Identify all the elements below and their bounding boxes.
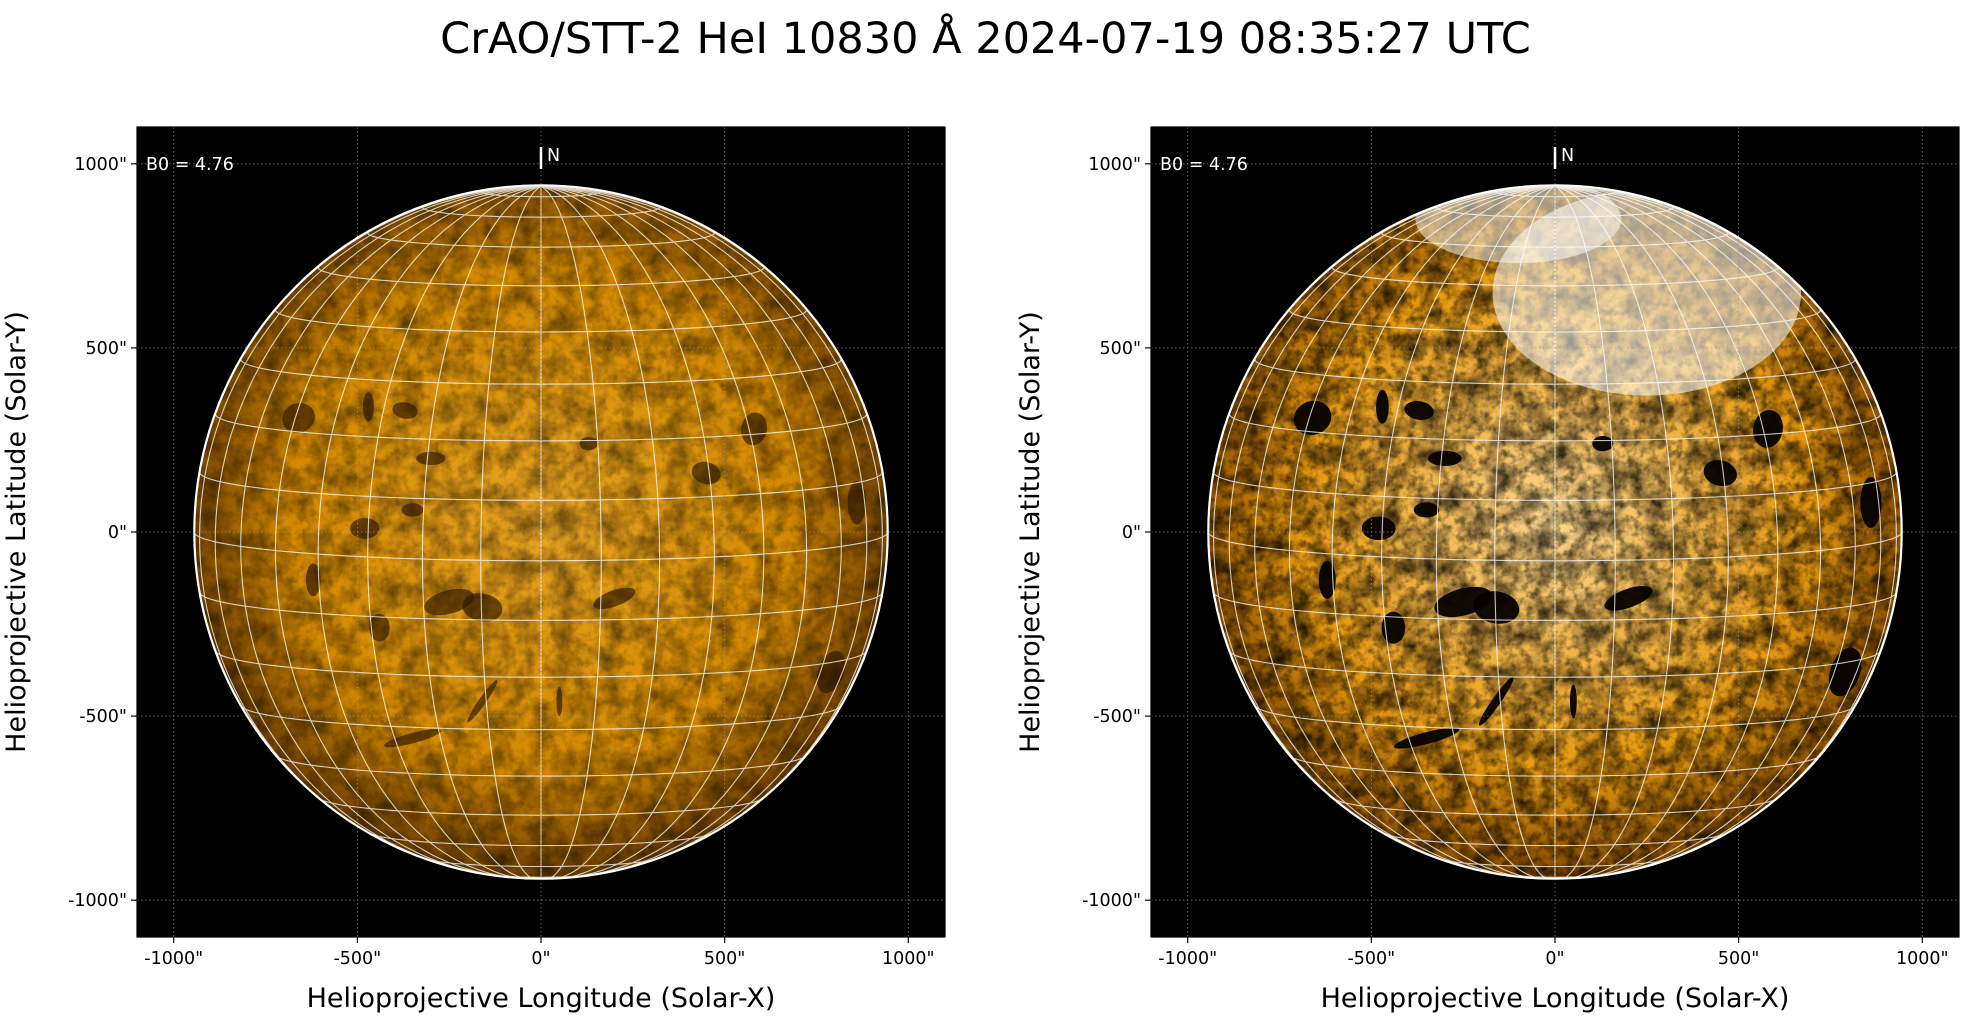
y-tick-label: 500" [86,339,127,359]
dark-feature [350,518,380,539]
dark-feature [467,680,498,723]
grid-longitude-line [540,186,602,880]
y-tick-label: -1000" [68,891,127,911]
grid-longitude-line [1331,185,1556,878]
dark-feature [1592,436,1614,452]
y-tick-label: 500" [1100,339,1141,359]
y-tick-label: 1000" [74,155,127,175]
dark-feature [1478,677,1514,726]
dark-feature [847,480,867,525]
grid-longitude-line [1381,185,1556,879]
figure-title: CrAO/STT-2 HeI 10830 Å 2024-07-19 08:35:… [440,14,1531,64]
north-label: N [547,146,560,166]
y-tick-label: 0" [108,523,127,543]
grid-longitude-line [214,185,542,871]
x-tick-label: 1000" [1896,949,1949,969]
north-label: N [1561,146,1574,166]
dark-feature [1318,560,1336,599]
dark-feature [556,686,563,717]
y-tick-label: -1000" [1082,891,1141,911]
dark-feature [1828,647,1862,697]
x-tick-label: 0" [531,949,550,969]
heliographic-grid [193,185,889,880]
grid-longitude-line [1554,185,1882,871]
dark-feature [416,451,446,465]
dark-feature [1569,684,1577,719]
dark-feature [593,587,636,609]
x-tick-label: 500" [1718,949,1759,969]
grid-longitude-line [421,185,542,879]
grid-longitude-line [1554,185,1822,878]
grid-longitude-line [1288,185,1556,878]
dark-feature [305,563,321,597]
dark-feature [1404,400,1434,421]
x-tick-label: 500" [704,949,745,969]
panel-left: -1000" -500" 0" 500" 1000" 1000" 500" 0" -500" -1… [1,126,946,1014]
dark-feature [1413,502,1440,518]
grid-longitude-line [540,185,868,871]
dark-feature [282,402,315,433]
dark-feature [384,729,441,748]
y-tick-label: 1000" [1088,155,1141,175]
grid-longitude-line [1213,185,1556,846]
y-axis-label: Helioprojective Latitude (Solar-Y) [1,311,32,753]
grid-longitude-line [367,185,542,879]
b0-annotation: B0 = 4.76 [146,155,234,175]
grid-longitude-line [240,185,542,876]
x-axis-label: Helioprojective Longitude (Solar-X) [1321,983,1790,1014]
grid-longitude-line [540,185,661,879]
x-tick-label: -1000" [144,949,203,969]
grid-longitude-line [540,185,842,876]
x-tick-label: -1000" [1158,949,1217,969]
dark-feature [1293,400,1332,436]
y-tick-label: -500" [79,707,127,727]
grid-longitude-line [1554,185,1856,876]
x-tick-label: -500" [1347,949,1395,969]
dark-feature [362,392,374,422]
grid-longitude-line [540,185,765,878]
grid-longitude-line [199,185,542,846]
grid-longitude-line [1228,185,1556,871]
x-tick-label: -500" [333,949,381,969]
x-tick-label: 0" [1545,949,1564,969]
dark-feature [401,503,424,517]
grid-longitude-line [317,185,542,878]
dark-feature [691,461,721,485]
dark-feature [1473,591,1520,624]
dark-feature [1604,585,1653,611]
grid-longitude-line [540,185,715,879]
dark-feature [424,588,475,616]
dark-feature [1376,389,1389,424]
grid-longitude-line [1554,185,1779,878]
x-axis-label: Helioprojective Longitude (Solar-X) [307,983,776,1014]
grid-longitude-line [274,185,542,878]
grid-longitude-line [1494,186,1556,880]
dark-feature [579,437,598,451]
grid-longitude-line [1254,185,1556,876]
grid-longitude-line [540,185,808,878]
dark-feature [1703,460,1737,487]
dark-feature [369,613,390,642]
y-tick-label: 0" [1122,523,1141,543]
dark-feature [462,593,503,622]
grid-longitude-line [1554,185,1729,879]
grid-longitude-line [1435,185,1556,879]
panel-right: -1000" -500" 0" 500" 1000" 1000" 500" 0" -500" -1… [1015,126,1960,1014]
dark-feature [1427,450,1462,466]
b0-annotation: B0 = 4.76 [1160,155,1248,175]
y-axis-label: Helioprojective Latitude (Solar-Y) [1015,311,1046,753]
grid-longitude-line [540,185,883,846]
dark-feature [1361,516,1396,541]
grid-longitude-line [1554,185,1675,879]
grid-longitude-line [1554,185,1897,846]
dark-feature [1860,477,1882,528]
dark-feature [392,402,418,419]
y-tick-label: -500" [1093,707,1141,727]
dark-feature [1381,611,1406,644]
grid-longitude-line [480,186,542,880]
grid-longitude-line [1554,186,1616,880]
x-tick-label: 1000" [882,949,935,969]
